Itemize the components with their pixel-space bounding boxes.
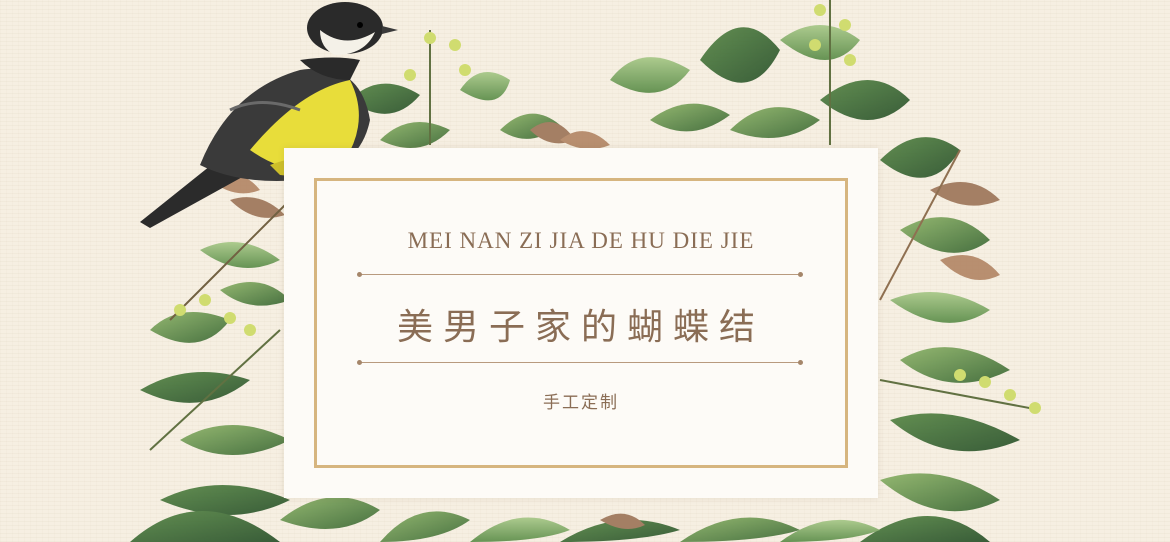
leaves-right <box>860 137 1041 542</box>
subtitle: 手工定制 <box>543 393 619 413</box>
title-card: MEI NAN ZI JIA DE HU DIE JIE 美男子家的蝴蝶结 手工… <box>284 148 878 498</box>
divider-top <box>357 272 803 277</box>
english-title: MEI NAN ZI JIA DE HU DIE JIE <box>407 228 755 253</box>
gold-frame <box>314 178 848 468</box>
leaves-left <box>130 174 380 542</box>
chinese-title: 美男子家的蝴蝶结 <box>396 307 765 348</box>
leaves-bottom <box>380 511 880 542</box>
leaves-top <box>350 0 910 149</box>
divider-bottom <box>357 360 803 365</box>
